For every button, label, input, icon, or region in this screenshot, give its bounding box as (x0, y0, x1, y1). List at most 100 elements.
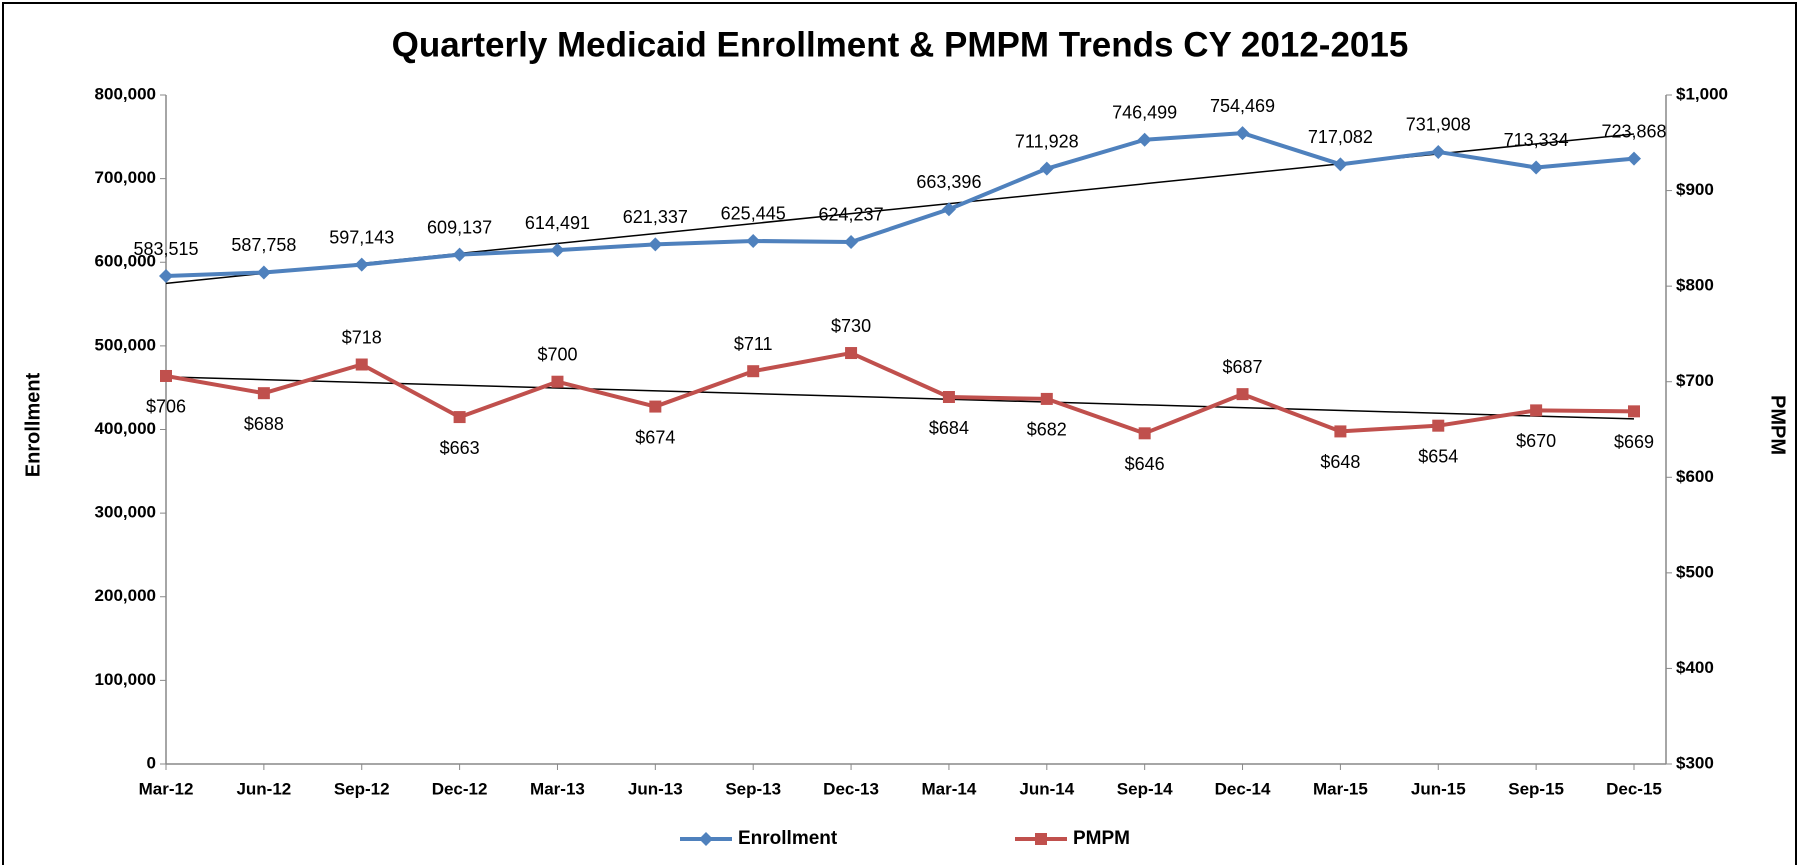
y2-tick-label: $800 (1676, 276, 1714, 295)
x-tick-label: Mar-12 (139, 779, 194, 798)
x-tick-label: Sep-12 (334, 779, 390, 798)
data-point (1628, 405, 1640, 418)
y-tick-label: 300,000 (95, 503, 156, 522)
y2-axis-label: PMPM (1767, 395, 1789, 455)
y-tick-label: 500,000 (95, 335, 156, 354)
trendline (165, 376, 1635, 420)
x-tick-label: Sep-15 (1508, 779, 1564, 798)
data-point (1333, 157, 1348, 172)
data-label: $688 (244, 414, 284, 434)
x-tick-label: Sep-14 (1117, 779, 1173, 798)
data-label: $654 (1418, 446, 1458, 466)
data-label: 754,469 (1210, 96, 1275, 116)
x-tick-label: Dec-13 (823, 779, 879, 798)
data-label: $669 (1614, 432, 1654, 452)
data-point (551, 375, 564, 388)
x-tick-label: Mar-13 (530, 779, 585, 798)
data-label: 609,137 (427, 217, 492, 237)
data-label: 625,445 (721, 204, 786, 224)
data-point (550, 243, 565, 258)
y-tick-label: 400,000 (95, 419, 156, 438)
data-point (1432, 419, 1445, 432)
data-label: 711,928 (1015, 131, 1079, 151)
data-point (1236, 388, 1249, 401)
legend-label: PMPM (1073, 828, 1130, 849)
data-point (1235, 126, 1250, 141)
data-point (649, 400, 662, 413)
data-label: $687 (1223, 357, 1263, 377)
data-point (1431, 144, 1446, 159)
series-line (165, 351, 1635, 436)
y-tick-label: 100,000 (95, 670, 156, 689)
y-tick-label: 700,000 (95, 168, 156, 187)
data-point (1529, 160, 1544, 175)
series-line (165, 131, 1635, 279)
x-tick-label: Sep-13 (725, 779, 781, 798)
data-label: 663,396 (916, 172, 981, 192)
x-tick-label: Mar-14 (922, 779, 977, 798)
legend-marker (1035, 833, 1047, 845)
x-tick-label: Dec-15 (1606, 779, 1662, 798)
data-point (355, 358, 368, 371)
data-label: 723,868 (1601, 121, 1666, 141)
x-tick-label: Jun-12 (236, 779, 291, 798)
data-label: $648 (1320, 452, 1360, 472)
data-point (160, 369, 172, 382)
data-label: 614,491 (525, 213, 590, 233)
y2-tick-label: $500 (1676, 562, 1714, 581)
x-tick-label: Jun-15 (1411, 779, 1466, 798)
data-point (452, 247, 467, 262)
y2-tick-label: $900 (1676, 180, 1714, 199)
data-point (845, 347, 858, 360)
y2-tick-label: $300 (1676, 753, 1714, 772)
chart-title: Quarterly Medicaid Enrollment & PMPM Tre… (392, 25, 1409, 64)
data-label: $706 (146, 397, 186, 417)
data-point (256, 265, 271, 280)
data-label: 731,908 (1406, 115, 1471, 135)
data-label: 583,515 (133, 239, 198, 259)
legend-label: Enrollment (738, 828, 838, 849)
data-label: 597,143 (329, 227, 394, 247)
data-point (844, 234, 859, 249)
data-point (1039, 161, 1054, 176)
data-label: $684 (929, 418, 969, 438)
y-tick-label: 200,000 (95, 586, 156, 605)
data-point (941, 202, 956, 217)
data-point (942, 391, 955, 404)
y2-tick-label: $1,000 (1676, 84, 1728, 103)
data-label: $730 (831, 316, 871, 336)
data-point (1334, 425, 1347, 438)
data-point (257, 387, 270, 400)
y-tick-label: 0 (147, 753, 156, 772)
data-label: 713,334 (1504, 130, 1569, 150)
data-point (354, 257, 369, 272)
data-label: $646 (1125, 454, 1165, 474)
y2-tick-label: $400 (1676, 658, 1714, 677)
data-point (1627, 151, 1641, 166)
data-label: 746,499 (1112, 102, 1177, 122)
y-axis-label: Enrollment (22, 372, 44, 477)
y2-tick-label: $700 (1676, 371, 1714, 390)
x-tick-label: Dec-14 (1215, 779, 1271, 798)
data-point (1137, 132, 1152, 147)
data-point (746, 233, 761, 248)
data-label: $670 (1516, 431, 1556, 451)
x-tick-label: Jun-13 (628, 779, 683, 798)
data-label: 587,758 (231, 235, 296, 255)
data-label: $674 (635, 427, 675, 447)
data-point (159, 269, 173, 284)
y2-tick-label: $600 (1676, 467, 1714, 486)
data-point (747, 365, 760, 378)
data-label: $718 (342, 327, 382, 347)
x-tick-label: Jun-14 (1019, 779, 1074, 798)
data-point (1138, 427, 1151, 440)
data-label: 624,237 (819, 205, 884, 225)
y-tick-label: 600,000 (95, 252, 156, 271)
legend-marker (699, 832, 713, 846)
data-label: $700 (537, 344, 577, 364)
data-label: 717,082 (1308, 127, 1373, 147)
data-point (453, 411, 466, 424)
y-tick-label: 800,000 (95, 84, 156, 103)
